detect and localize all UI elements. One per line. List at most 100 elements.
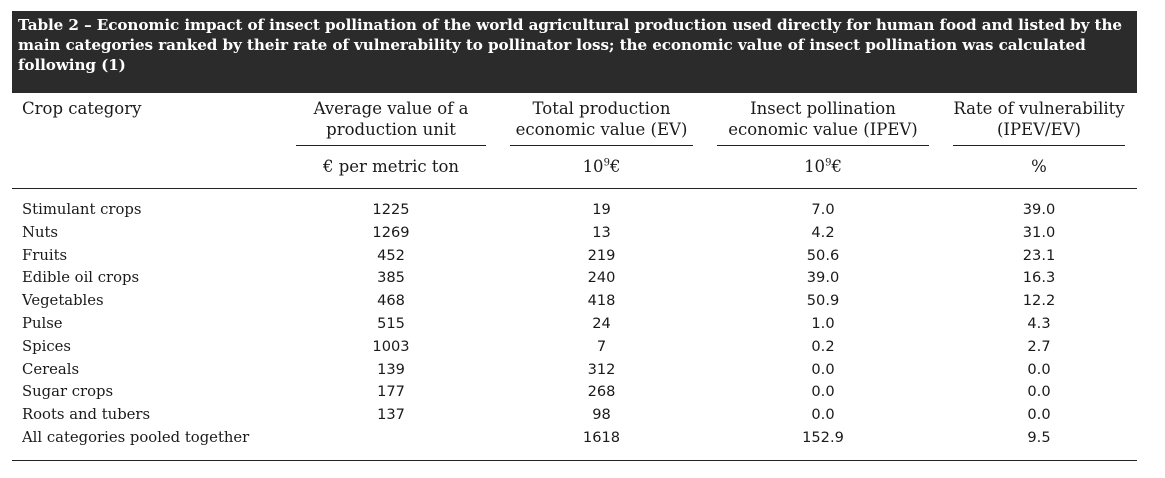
- cell-category: Fruits: [22, 246, 68, 264]
- cell-rate: 0.0: [1027, 406, 1051, 424]
- header-line: Total production: [532, 99, 671, 118]
- header-insect-pollination-ipev: Insect pollination economic value (IPEV): [705, 93, 941, 148]
- unit-exponent: 9: [825, 157, 832, 168]
- unit-ipev: 109€: [705, 148, 941, 189]
- cell-category: All categories pooled together: [22, 428, 250, 446]
- cell-average-value: 452: [377, 246, 405, 264]
- cell-average-value: 137: [377, 406, 405, 424]
- unit-ev: 109€: [498, 148, 705, 189]
- cell-rate: 12.2: [1022, 292, 1056, 310]
- cell-category: Vegetables: [22, 292, 104, 310]
- cell-rate: 2.7: [1027, 337, 1051, 355]
- header-rate-of-vulnerability: Rate of vulnerability (IPEV/EV): [941, 93, 1137, 148]
- bottom-rule: [12, 459, 1137, 461]
- header-line: economic value (IPEV): [728, 120, 918, 139]
- cell-ev: 7: [596, 337, 607, 355]
- cell-rate: 23.1: [1022, 246, 1056, 264]
- cell-rate: 31.0: [1022, 223, 1056, 241]
- unit-average-value: € per metric ton: [284, 148, 498, 189]
- cell-rate: 0.0: [1027, 383, 1051, 401]
- header-row: Crop category Average value of a product…: [12, 93, 1137, 148]
- cell-ipev: 50.9: [806, 292, 840, 310]
- cell-category: Sugar crops: [22, 383, 114, 401]
- unit-text: € per metric ton: [322, 156, 460, 176]
- cell-category: Edible oil crops: [22, 269, 140, 287]
- cell-ipev: 152.9: [802, 428, 844, 446]
- cell-rate: 16.3: [1022, 269, 1056, 287]
- header-crop-category: Crop category: [12, 93, 284, 148]
- cell-ev: 268: [587, 383, 616, 401]
- table-body: Stimulant crops 1225 19 7.0 39.0 Nuts 1269 13 4.…: [12, 199, 1137, 460]
- header-line: Insect pollination: [750, 99, 896, 118]
- header-line: production unit: [326, 120, 456, 139]
- cell-average-value: 385: [377, 269, 405, 287]
- header-average-value: Average value of a production unit: [284, 93, 498, 148]
- cell-ipev: 0.2: [811, 337, 835, 355]
- cell-average-value: 1269: [372, 223, 410, 241]
- cell-ev: 24: [592, 314, 611, 332]
- spacer: [12, 189, 1137, 200]
- cell-ipev: 39.0: [806, 269, 840, 287]
- table-row: Stimulant crops 1225 19 7.0 39.0: [12, 199, 1137, 222]
- header-line: economic value (EV): [515, 120, 688, 139]
- unit-text: 10: [582, 156, 604, 176]
- cell-ev: 1618: [582, 428, 621, 446]
- table-row: Spices 1003 7 0.2 2.7: [12, 336, 1137, 359]
- cell-ev: 19: [592, 201, 611, 218]
- unit-row: € per metric ton 109€ 109€ %: [12, 148, 1137, 189]
- unit-rate: %: [941, 148, 1137, 189]
- table-row: Fruits 452 219 50.6 23.1: [12, 245, 1137, 268]
- header-line: Average value of a: [313, 99, 469, 118]
- table-caption: Table 2 – Economic impact of insect poll…: [12, 11, 1137, 93]
- table-container: Table 2 – Economic impact of insect poll…: [12, 11, 1137, 461]
- table-row: Sugar crops 177 268 0.0 0.0: [12, 381, 1137, 404]
- cell-rate: 9.5: [1027, 428, 1051, 446]
- table-row: Cereals 139 312 0.0 0.0: [12, 359, 1137, 382]
- cell-category: Cereals: [22, 360, 80, 378]
- cell-average-value: [284, 427, 498, 460]
- cell-category: Stimulant crops: [22, 201, 142, 218]
- data-table: Crop category Average value of a product…: [12, 93, 1137, 460]
- table-row: Vegetables 468 418 50.9 12.2: [12, 290, 1137, 313]
- cell-category: Pulse: [22, 314, 63, 332]
- table-row: Pulse 515 24 1.0 4.3: [12, 313, 1137, 336]
- cell-ipev: 4.2: [811, 223, 835, 241]
- unit-crop-category: [12, 148, 284, 189]
- cell-rate: 39.0: [1022, 201, 1056, 218]
- cell-ipev: 0.0: [811, 360, 835, 378]
- cell-ev: 13: [592, 223, 611, 241]
- table-row: All categories pooled together 1618 152.9 9…: [12, 427, 1137, 460]
- cell-category: Roots and tubers: [22, 406, 151, 424]
- cell-category: Spices: [22, 337, 71, 355]
- cell-ipev: 50.6: [806, 246, 840, 264]
- unit-currency: €: [831, 156, 842, 176]
- cell-ipev: 0.0: [811, 406, 835, 424]
- cell-average-value: 139: [377, 360, 405, 378]
- cell-ev: 240: [587, 269, 616, 287]
- table-row: Edible oil crops 385 240 39.0 16.3: [12, 267, 1137, 290]
- header-total-production-ev: Total production economic value (EV): [498, 93, 705, 148]
- cell-average-value: 1225: [372, 201, 410, 218]
- header-line: Rate of vulnerability: [953, 99, 1125, 118]
- cell-average-value: 468: [377, 292, 405, 310]
- cell-ev: 418: [587, 292, 616, 310]
- cell-average-value: 177: [377, 383, 405, 401]
- cell-ipev: 0.0: [811, 383, 835, 401]
- unit-text: %: [1031, 156, 1047, 176]
- header-line: (IPEV/EV): [997, 120, 1081, 139]
- unit-currency: €: [609, 156, 621, 176]
- header-line: Crop category: [22, 99, 142, 118]
- unit-text: 10: [804, 156, 826, 176]
- cell-average-value: 1003: [372, 337, 410, 355]
- cell-ev: 312: [587, 360, 616, 378]
- cell-ev: 98: [592, 406, 611, 424]
- cell-category: Nuts: [22, 223, 59, 241]
- table-row: Roots and tubers 137 98 0.0 0.0: [12, 404, 1137, 427]
- unit-exponent: 9: [603, 157, 610, 168]
- cell-ipev: 7.0: [811, 201, 835, 218]
- cell-ev: 219: [587, 246, 616, 264]
- cell-rate: 0.0: [1027, 360, 1051, 378]
- cell-rate: 4.3: [1027, 314, 1051, 332]
- cell-ipev: 1.0: [811, 314, 835, 332]
- cell-average-value: 515: [377, 314, 405, 332]
